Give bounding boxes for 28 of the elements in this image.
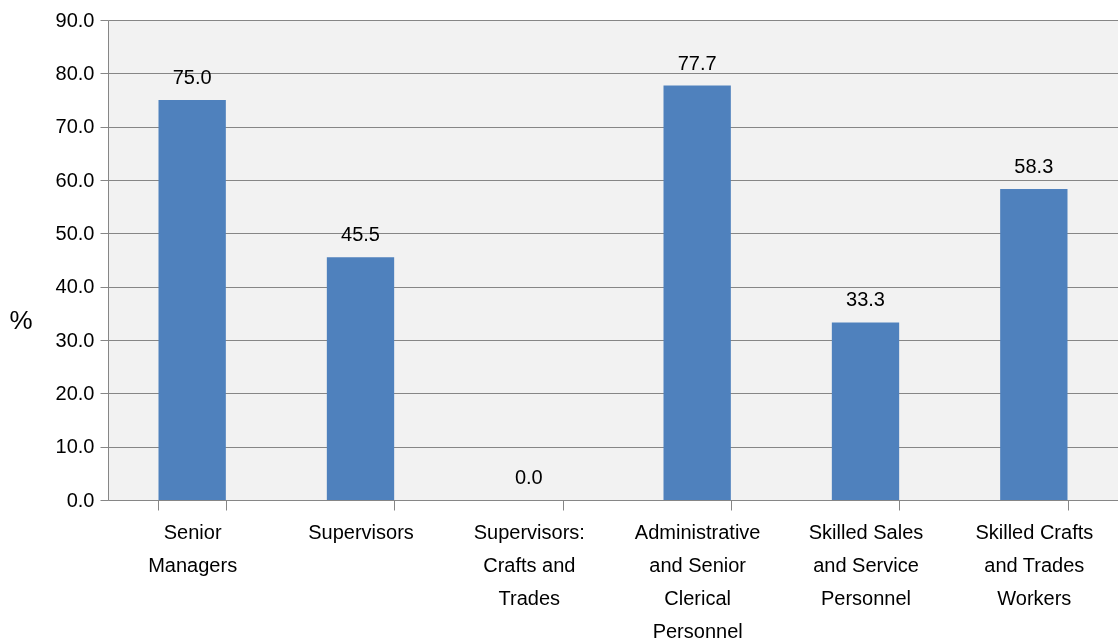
x-tick-label: Supervisors	[308, 520, 414, 543]
y-tick-label: 50.0	[55, 221, 95, 244]
bar	[831, 322, 900, 500]
data-label: 75.0	[172, 66, 212, 88]
x-tick-label: Skilled Crafts and Trades Workers	[975, 520, 1094, 609]
y-tick-label: 40.0	[55, 275, 95, 298]
bar	[326, 257, 395, 500]
data-label: 77.7	[677, 51, 717, 74]
data-label: 45.5	[341, 223, 380, 246]
y-tick-label: 60.0	[55, 168, 95, 191]
y-tick-label: 30.0	[55, 328, 95, 351]
y-tick-label: 90.0	[55, 8, 95, 31]
x-tick-label: Administrative and Senior Clerical Personnel	[634, 520, 761, 642]
data-label: 58.3	[1014, 155, 1054, 178]
bar	[663, 85, 731, 500]
y-tick-label: 0.0	[66, 488, 95, 511]
y-tick-label: 70.0	[55, 115, 95, 138]
y-tick-label: 80.0	[55, 61, 95, 84]
x-tick-label: Skilled Sales and Service Personnel	[808, 520, 924, 609]
x-tick-label: Supervisors: Crafts and Trades	[473, 520, 585, 609]
x-tick-label: Senior Managers	[148, 520, 238, 576]
data-label: 0.0	[514, 466, 543, 488]
y-tick-label: 10.0	[55, 435, 95, 458]
bar	[1000, 189, 1068, 500]
bar	[158, 100, 226, 500]
y-axis-title: %	[9, 304, 33, 335]
y-tick-label: 20.0	[55, 381, 95, 404]
data-label: 33.3	[846, 288, 885, 311]
